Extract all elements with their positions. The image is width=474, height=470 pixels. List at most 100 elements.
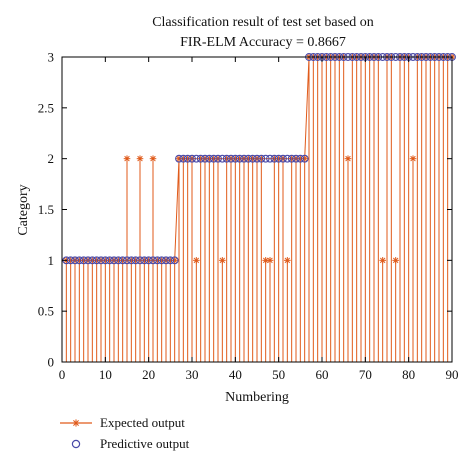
predictive-point-47: [261, 154, 270, 163]
predictive-point-15: [123, 256, 131, 265]
predictive-point-26: [170, 256, 179, 265]
predictive-point-51: [279, 154, 287, 163]
predictive-point-23: [157, 256, 166, 265]
predictive-point-13: [114, 256, 123, 265]
predictive-point-50: [274, 154, 283, 163]
y-axis-label: Category: [16, 184, 31, 235]
chart-title-line1: Classification result of test set based …: [152, 15, 374, 30]
predictive-point-36: [214, 154, 222, 163]
predictive-point-22: [153, 256, 162, 265]
predictive-point-42: [240, 154, 248, 163]
x-axis-label: Numbering: [225, 390, 289, 405]
predictive-point-39: [227, 154, 235, 163]
y-tick-label-1.5: 1.5: [38, 202, 54, 217]
predictive-point-45: [253, 154, 261, 163]
connector-26: [174, 158, 180, 261]
legend-predictive-marker: [71, 439, 81, 449]
y-tick-label-0: 0: [48, 355, 55, 370]
predictive-point-40: [231, 154, 240, 163]
predictive-point-56: [300, 154, 309, 163]
expected-point-52: [284, 257, 291, 264]
legend-expected-marker: [72, 419, 80, 427]
predictive-point-38: [222, 154, 231, 163]
x-tick-label-30: 30: [186, 367, 199, 382]
predictive-point-43: [244, 154, 253, 163]
expected-point-66: [344, 155, 352, 162]
predictive-point-29: [183, 154, 192, 163]
expected-point-18: [136, 155, 144, 162]
y-axis-ticks: 0 0.5 1 1.5 2 2.5 3: [38, 50, 452, 370]
legend: Expected output Predictive output: [60, 415, 190, 451]
expected-point-37: [219, 257, 226, 264]
predictive-point-2: [66, 256, 75, 265]
predictive-point-32: [196, 154, 205, 163]
x-tick-label-70: 70: [359, 367, 372, 382]
expected-point-77: [392, 257, 399, 264]
predictive-point-37: [218, 154, 227, 163]
expected-markers: [63, 53, 456, 264]
predictive-point-21: [149, 256, 157, 265]
predictive-point-35: [209, 154, 218, 163]
predictive-point-55: [296, 154, 305, 163]
predictive-point-46: [257, 154, 266, 163]
x-tick-label-90: 90: [446, 367, 459, 382]
predictive-point-16: [127, 256, 136, 265]
predictive-point-27: [175, 154, 183, 163]
stem-lines: [65, 56, 453, 362]
predictive-point-34: [205, 154, 214, 163]
y-tick-label-3: 3: [48, 50, 55, 65]
x-axis-ticks: 0 10 20 30 40 50 60 70 80 90: [59, 57, 459, 382]
expected-point-74: [379, 257, 386, 264]
predictive-point-54: [292, 154, 300, 163]
x-tick-label-20: 20: [142, 367, 155, 382]
expected-point-48: [266, 257, 274, 264]
predictive-point-48: [266, 154, 274, 163]
expected-point-31: [193, 257, 200, 264]
predictive-point-49: [270, 154, 279, 163]
y-tick-label-1: 1: [48, 253, 55, 268]
predictive-point-52: [283, 154, 292, 163]
predictive-point-33: [201, 154, 209, 163]
chart-title-line2: FIR-ELM Accuracy = 0.8667: [180, 35, 346, 50]
predictive-point-5: [79, 256, 88, 265]
x-tick-label-40: 40: [229, 367, 242, 382]
predictive-point-9: [97, 256, 105, 265]
predictive-point-8: [92, 256, 101, 265]
predictive-point-41: [235, 154, 244, 163]
predictive-point-10: [101, 256, 110, 265]
x-tick-label-0: 0: [59, 367, 66, 382]
predictive-point-11: [105, 256, 114, 265]
predictive-point-53: [287, 154, 296, 163]
predictive-point-7: [88, 256, 97, 265]
y-tick-label-2.5: 2.5: [38, 100, 54, 115]
predictive-point-44: [248, 154, 257, 163]
predictive-point-17: [131, 256, 140, 265]
legend-predictive-label: Predictive output: [100, 436, 190, 451]
predictive-point-24: [162, 256, 170, 265]
predictive-point-31: [192, 154, 201, 163]
x-tick-label-10: 10: [99, 367, 112, 382]
legend-expected-star: [72, 419, 80, 427]
predictive-point-4: [75, 256, 84, 265]
x-tick-label-50: 50: [272, 367, 285, 382]
predictive-point-3: [71, 256, 79, 265]
expected-point-81: [409, 155, 417, 162]
connector-56: [304, 56, 310, 159]
x-tick-label-60: 60: [316, 367, 329, 382]
expected-point-15: [123, 155, 131, 162]
predictive-point-14: [118, 256, 127, 265]
y-tick-label-0.5: 0.5: [38, 304, 54, 319]
predictive-point-20: [144, 256, 153, 265]
y-tick-label-2: 2: [48, 151, 55, 166]
predictive-point-25: [166, 256, 175, 265]
predictive-point-12: [110, 256, 118, 265]
x-tick-label-80: 80: [402, 367, 415, 382]
predictive-point-18: [136, 256, 144, 265]
expected-point-21: [149, 155, 157, 162]
predictive-point-30: [188, 154, 196, 163]
predictive-point-28: [179, 154, 188, 163]
predictive-point-19: [140, 256, 149, 265]
predictive-point-6: [84, 256, 92, 265]
legend-expected-label: Expected output: [100, 415, 185, 430]
